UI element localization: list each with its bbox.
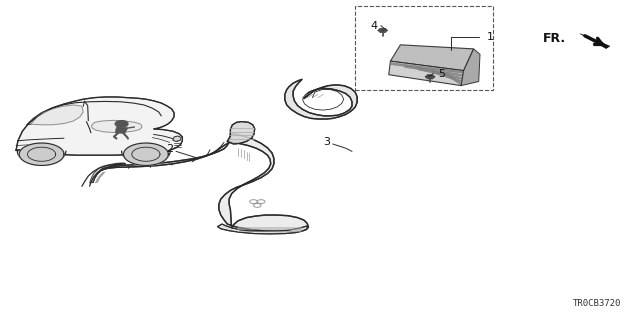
Polygon shape xyxy=(461,49,480,86)
Polygon shape xyxy=(388,61,463,86)
Text: 1: 1 xyxy=(486,32,493,42)
Polygon shape xyxy=(378,30,383,33)
Polygon shape xyxy=(227,122,255,144)
Polygon shape xyxy=(428,75,433,77)
Polygon shape xyxy=(428,77,433,79)
Polygon shape xyxy=(115,121,128,127)
Polygon shape xyxy=(16,97,182,155)
Polygon shape xyxy=(391,63,463,73)
Text: FR.: FR. xyxy=(543,32,566,45)
Polygon shape xyxy=(430,75,435,77)
Polygon shape xyxy=(425,75,430,77)
Polygon shape xyxy=(285,79,357,119)
Polygon shape xyxy=(378,28,383,30)
Polygon shape xyxy=(433,71,462,82)
Polygon shape xyxy=(380,28,385,30)
Polygon shape xyxy=(115,127,128,133)
Polygon shape xyxy=(218,224,307,234)
Text: 5: 5 xyxy=(438,68,445,79)
Polygon shape xyxy=(173,136,181,141)
Polygon shape xyxy=(19,143,64,165)
Polygon shape xyxy=(390,45,474,71)
Polygon shape xyxy=(405,66,463,76)
Polygon shape xyxy=(425,77,430,79)
Polygon shape xyxy=(124,143,168,165)
Polygon shape xyxy=(380,30,385,33)
Polygon shape xyxy=(383,28,388,30)
Text: TR0CB3720: TR0CB3720 xyxy=(572,299,621,308)
Polygon shape xyxy=(93,134,308,232)
Polygon shape xyxy=(31,105,83,125)
Text: 4: 4 xyxy=(371,20,378,31)
Polygon shape xyxy=(419,68,462,79)
Polygon shape xyxy=(430,77,435,79)
Text: 3: 3 xyxy=(323,137,330,148)
Polygon shape xyxy=(447,74,461,85)
Text: 2: 2 xyxy=(166,144,173,154)
Polygon shape xyxy=(90,163,123,183)
Polygon shape xyxy=(383,30,388,33)
Polygon shape xyxy=(596,42,608,47)
Bar xyxy=(355,6,493,90)
Polygon shape xyxy=(92,120,142,132)
Polygon shape xyxy=(580,34,610,49)
